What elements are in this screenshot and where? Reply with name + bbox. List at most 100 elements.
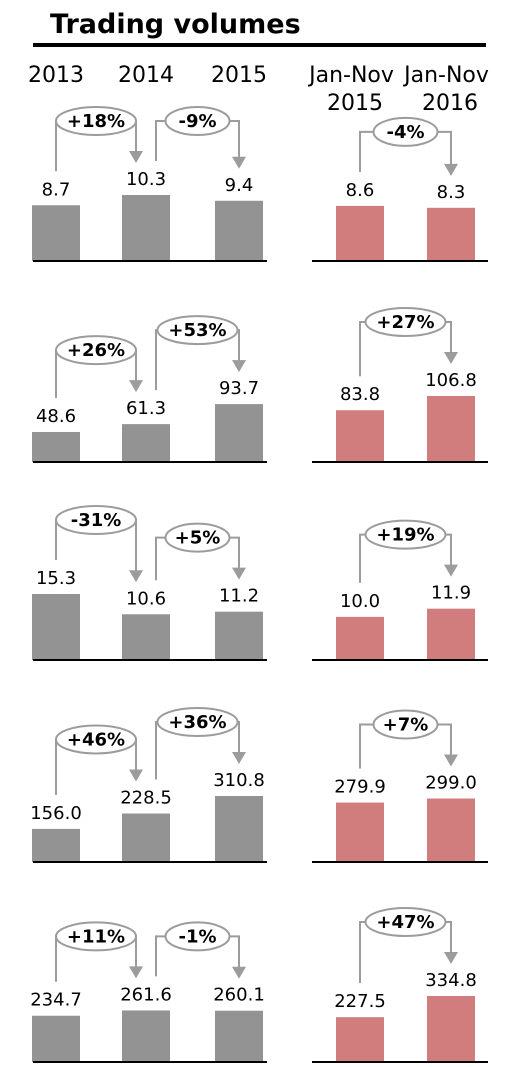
value-label-1: 48.6	[36, 406, 76, 427]
change-label: +26%	[67, 340, 125, 361]
bar-5	[427, 207, 475, 261]
value-label-1: 15.3	[36, 568, 76, 589]
bar-1	[32, 594, 80, 660]
bar-1	[32, 1015, 80, 1062]
bar-2	[122, 424, 170, 462]
arrow-head	[444, 564, 458, 577]
bar-3	[215, 611, 263, 660]
bar-3	[215, 1010, 263, 1062]
header-ytd-2016-year: 2016	[422, 91, 478, 116]
change-label: +11%	[67, 926, 125, 947]
bar-3	[215, 200, 263, 261]
bar-4	[336, 1017, 384, 1062]
header-2014: 2014	[118, 63, 174, 88]
bar-5	[427, 608, 475, 660]
bar-1	[32, 205, 80, 261]
change-label: +47%	[376, 912, 434, 933]
change-badge	[156, 315, 239, 346]
change-badge	[55, 335, 137, 366]
arrow-head	[232, 567, 246, 580]
value-label-4: 8.6	[346, 180, 375, 201]
change-label: +27%	[376, 312, 434, 333]
value-label-5: 106.8	[425, 370, 477, 391]
bar-4	[336, 616, 384, 660]
value-label-5: 11.9	[431, 583, 471, 604]
change-label: +19%	[376, 525, 434, 546]
bar-2	[122, 1010, 170, 1062]
arrow-head	[129, 966, 143, 979]
change-label: +36%	[168, 712, 226, 733]
value-label-3: 310.8	[213, 770, 265, 791]
bar-4	[336, 205, 384, 261]
header-ytd-2015-year: 2015	[327, 91, 383, 116]
bar-2	[122, 614, 170, 660]
value-label-3: 93.7	[219, 378, 259, 399]
value-label-2: 10.6	[126, 588, 166, 609]
change-badge	[372, 709, 439, 740]
arrow-head	[232, 966, 246, 979]
bar-2	[122, 813, 170, 862]
value-label-1: 156.0	[30, 803, 82, 824]
bar-4	[336, 802, 384, 862]
change-badge	[55, 724, 137, 755]
arrow-head	[129, 151, 143, 163]
bar-4	[336, 410, 384, 462]
value-label-5: 334.8	[425, 970, 477, 991]
change-badge	[164, 106, 231, 136]
arrow-head	[444, 754, 458, 767]
bar-5	[427, 798, 475, 862]
change-label: +46%	[67, 729, 125, 750]
change-label: -4%	[386, 122, 424, 143]
arrow-head	[444, 952, 458, 964]
arrow-head	[232, 156, 246, 169]
bar-1	[32, 828, 80, 862]
value-label-2: 10.3	[126, 169, 166, 190]
value-label-3: 260.1	[213, 985, 265, 1006]
panel-5: 234.7 261.6 260.1 227.5 334.8 +11% -1% +47%	[30, 907, 488, 1063]
change-badge	[372, 116, 439, 147]
change-badge	[164, 921, 231, 952]
change-badge	[364, 307, 447, 337]
value-label-4: 279.9	[334, 777, 386, 798]
value-label-1: 234.7	[30, 990, 82, 1011]
value-label-5: 8.3	[437, 182, 466, 203]
header-2013: 2013	[28, 63, 84, 88]
arrow-head	[129, 570, 143, 583]
panel-1: 8.7 10.3 9.4 8.6 8.3 +18% -9% -4%	[32, 106, 488, 262]
arrow-head	[232, 360, 246, 373]
change-badge	[55, 921, 137, 952]
value-label-4: 10.0	[340, 591, 380, 612]
value-label-2: 261.6	[120, 984, 172, 1005]
change-badge	[364, 519, 447, 550]
panels: 8.7 10.3 9.4 8.6 8.3 +18% -9% -4% 48.6 61.3 93.7 83…	[30, 106, 488, 1063]
panel-3: 15.3 10.6 11.2 10.0 11.9 -31% +5% +19%	[32, 505, 488, 661]
arrow-head	[444, 163, 458, 176]
change-badge	[55, 106, 137, 136]
panel-4: 156.0 228.5 310.8 279.9 299.0 +46% +36% +7%	[30, 707, 488, 863]
bar-3	[215, 796, 263, 862]
value-label-2: 61.3	[126, 398, 166, 419]
arrow-head	[444, 352, 458, 364]
value-label-1: 8.7	[42, 179, 71, 200]
arrow-head	[129, 769, 143, 782]
bar-2	[122, 195, 170, 261]
change-label: +7%	[383, 715, 429, 736]
value-label-4: 227.5	[334, 991, 386, 1012]
change-label: -31%	[71, 510, 122, 531]
change-badge	[164, 522, 231, 553]
header-ytd-2015-label: Jan-Nov	[307, 63, 394, 88]
header-2015: 2015	[211, 63, 267, 88]
value-label-3: 9.4	[225, 175, 254, 196]
change-label: +53%	[168, 320, 226, 341]
change-badge	[156, 707, 239, 737]
header-ytd-2015: Jan-Nov 2015	[307, 63, 401, 116]
header-ytd-2016-label: Jan-Nov	[402, 63, 489, 88]
value-label-5: 299.0	[425, 773, 477, 794]
value-label-3: 11.2	[219, 586, 259, 607]
panel-2: 48.6 61.3 93.7 83.8 106.8 +26% +53% +27%	[32, 307, 488, 463]
change-badge	[55, 505, 137, 535]
change-label: +18%	[67, 111, 125, 132]
arrow-head	[232, 752, 246, 764]
bar-5	[427, 996, 475, 1062]
